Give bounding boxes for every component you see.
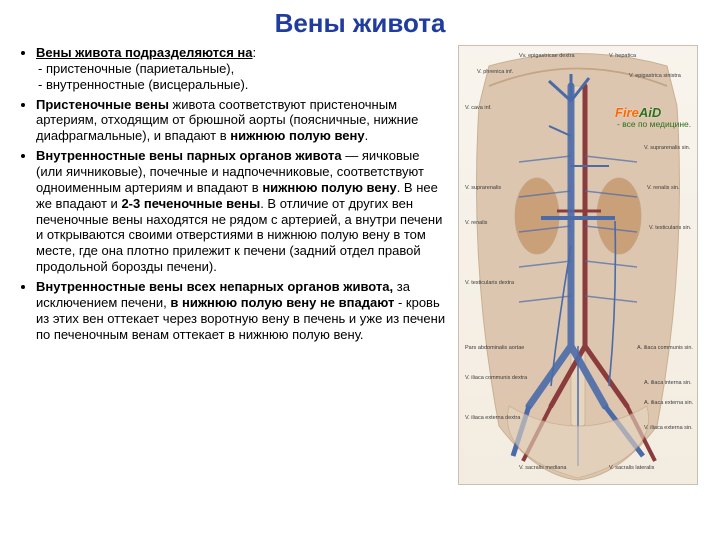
anatomy-label: V. suprarenalis	[465, 186, 501, 192]
anatomy-label: Vv. epigastricae dextra	[519, 54, 575, 60]
bullet-subline: - внутренностные (висцеральные).	[38, 77, 448, 93]
page-title: Вены живота	[18, 8, 702, 39]
brand-fire: Fire	[615, 105, 639, 120]
anatomy-label: V. iliaca externa sin.	[644, 426, 693, 432]
anatomy-label: V. hepatica	[609, 54, 636, 60]
bullet-item: Внутренностные вены всех непарных органо…	[36, 279, 448, 342]
bullet-item: Внутренностные вены парных органов живот…	[36, 148, 448, 275]
fireaid-sub: - все по медицине.	[617, 119, 691, 129]
anatomy-label: V. iliaca communis dextra	[465, 376, 527, 382]
anatomy-label: V. cava inf.	[465, 106, 492, 112]
anatomy-label: V. renalis	[465, 221, 487, 227]
bold-span: в нижнюю полую вену не впадают	[170, 295, 394, 310]
anatomy-label: A. iliaca externa sin.	[644, 401, 693, 407]
bold-span: Внутренностные вены парных органов живот…	[36, 148, 342, 163]
anatomy-label: A. iliaca interna sin.	[644, 381, 692, 387]
bullet-subline: - пристеночные (париетальные),	[38, 61, 448, 77]
content-row: Вены живота подразделяются на:- пристено…	[18, 45, 702, 485]
anatomy-figure: FireAiD - все по медицине. Vv. epigastri…	[458, 45, 698, 485]
anatomy-label: A. iliaca communis sin.	[637, 346, 693, 352]
bullet-item: Вены живота подразделяются на:- пристено…	[36, 45, 448, 93]
anatomy-label: V. suprarenalis sin.	[644, 146, 690, 152]
bold-span: Внутренностные вены всех непарных органо…	[36, 279, 393, 294]
brand-aid: AiD	[639, 105, 661, 120]
bold-span: Пристеночные вены	[36, 97, 169, 112]
anatomy-label: V. sacralis mediana	[519, 466, 567, 472]
fireaid-brand: FireAiD	[615, 105, 661, 120]
anatomy-label: V. epigastrica sinistra	[629, 74, 681, 80]
text-column: Вены живота подразделяются на:- пристено…	[18, 45, 448, 485]
anatomy-label: V. testicularis sin.	[649, 226, 691, 232]
bullet-item: Пристеночные вены живота соответствуют п…	[36, 97, 448, 145]
anatomy-label: V. iliaca externa dextra	[465, 416, 520, 422]
anatomy-label: V. testicularis dextra	[465, 281, 514, 287]
anatomy-label: V. phrenica inf.	[477, 70, 513, 76]
bold-span: нижнюю полую вену	[262, 180, 396, 195]
bullet-lead: Вены живота подразделяются на	[36, 45, 253, 60]
anatomy-label: Pars abdominalis aortae	[465, 346, 524, 352]
bullet-list: Вены живота подразделяются на:- пристено…	[18, 45, 448, 342]
bold-span: нижнюю полую вену	[230, 128, 364, 143]
fireaid-badge: FireAiD - все по медицине.	[615, 106, 693, 130]
anatomy-label: V. renalis sin.	[647, 186, 680, 192]
anatomy-label: V. sacralis lateralis	[609, 466, 654, 472]
bold-span: 2-3 печеночные вены	[121, 196, 260, 211]
slide: Вены живота Вены живота подразделяются н…	[0, 0, 720, 540]
